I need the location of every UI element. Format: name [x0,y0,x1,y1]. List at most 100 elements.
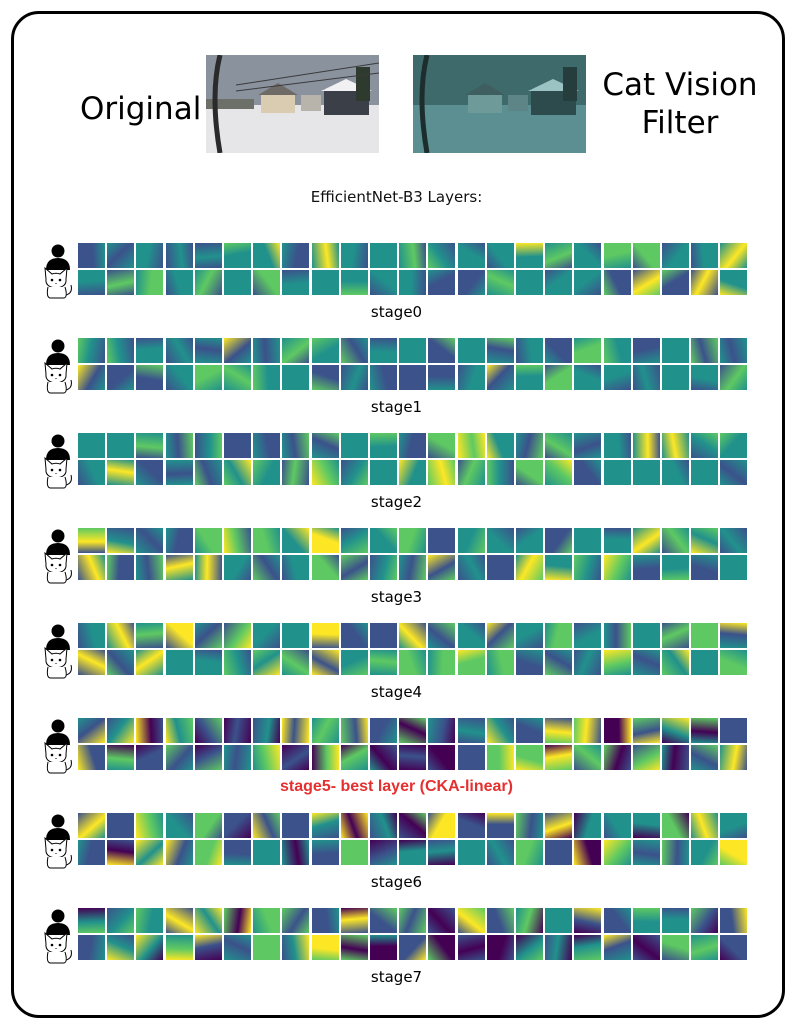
human-feature-map [720,433,748,458]
cat-feature-map [311,650,339,675]
layers-subtitle: EfficientNet-B3 Layers: [310,188,483,206]
cat-feature-map [165,935,193,960]
human-feature-map [486,718,514,743]
human-feature-map [516,338,543,363]
cat-feature-map [165,650,193,675]
cat-feature-map [603,365,631,390]
human-feature-map [457,718,485,743]
cat-feature-map [253,555,281,580]
cat-feature-map [428,650,456,675]
human-feature-map [194,908,222,933]
cat-feature-map [662,270,689,295]
cat-feature-map [136,650,164,675]
original-photo [206,55,379,153]
cat-feature-map [370,935,397,960]
human-feature-map [165,718,193,743]
cat-feature-map [545,460,573,485]
cat-feature-map [457,650,485,675]
stage-label: stage0 [370,303,423,321]
cat-feature-map [282,365,310,390]
cat-feature-map [165,270,193,295]
cat-feature-map [545,270,573,295]
human-feature-map [78,243,105,268]
cat-feature-map [603,555,631,580]
person-icon [43,529,73,555]
human-feature-map [282,908,310,933]
human-feature-map [399,623,427,648]
human-feature-map [282,243,310,268]
human-feature-map [311,338,339,363]
cat-feature-map [632,270,660,295]
feature-map-grid [78,243,750,297]
human-feature-map [370,623,397,648]
human-feature-map [574,908,602,933]
human-feature-map [282,813,310,838]
cat-feature-map [545,935,573,960]
cat-feature-map [691,935,719,960]
cat-feature-map [340,270,368,295]
cat-feature-map [78,840,105,865]
cat-feature-map [662,460,689,485]
human-feature-map [107,243,135,268]
cat-feature-map [516,270,543,295]
cat-feature-map [311,745,339,770]
human-feature-map [574,528,602,553]
cat-feature-map [603,270,631,295]
human-feature-map [253,623,281,648]
human-feature-map [603,338,631,363]
cat-feature-map [486,460,514,485]
cat-feature-map [253,365,281,390]
human-feature-map [428,718,456,743]
cat-feature-map [340,555,368,580]
person-icon [43,434,73,460]
human-feature-map [311,623,339,648]
human-feature-map [399,433,427,458]
human-feature-map [486,433,514,458]
cat-feature-map [486,270,514,295]
human-feature-map [282,528,310,553]
cat-feature-map [662,935,689,960]
human-feature-map [340,433,368,458]
human-feature-map [720,718,748,743]
human-feature-map [165,813,193,838]
cat-feature-map [224,365,251,390]
human-feature-map [194,528,222,553]
human-feature-map [720,908,748,933]
cat-feature-map [224,460,251,485]
cat-feature-map [457,460,485,485]
cat-feature-map [282,555,310,580]
cat-feature-map [457,840,485,865]
cat-feature-map [399,840,427,865]
human-feature-map [107,718,135,743]
cat-icon [38,455,74,489]
human-feature-map [253,528,281,553]
cat-feature-map [662,650,689,675]
human-feature-map [457,433,485,458]
cat-feature-map [370,270,397,295]
cat-feature-map [194,460,222,485]
human-feature-map [194,243,222,268]
human-feature-map [253,718,281,743]
human-feature-map [165,433,193,458]
human-feature-map [370,528,397,553]
cat-feature-map [691,555,719,580]
human-feature-map [457,243,485,268]
human-feature-map [545,528,573,553]
cat-icon [38,740,74,774]
human-feature-map [603,813,631,838]
feature-map-grid [78,338,750,392]
human-feature-map [545,623,573,648]
human-feature-map [107,623,135,648]
filter-label-line2: Filter [641,105,719,141]
human-feature-map [136,528,164,553]
cat-feature-map [78,270,105,295]
human-feature-map [603,908,631,933]
human-feature-map [691,813,719,838]
cat-feature-map [632,650,660,675]
human-feature-map [165,908,193,933]
cat-feature-map [107,270,135,295]
cat-feature-map [107,840,135,865]
cat-feature-map [194,745,222,770]
cat-feature-map [545,840,573,865]
cat-feature-map [253,460,281,485]
